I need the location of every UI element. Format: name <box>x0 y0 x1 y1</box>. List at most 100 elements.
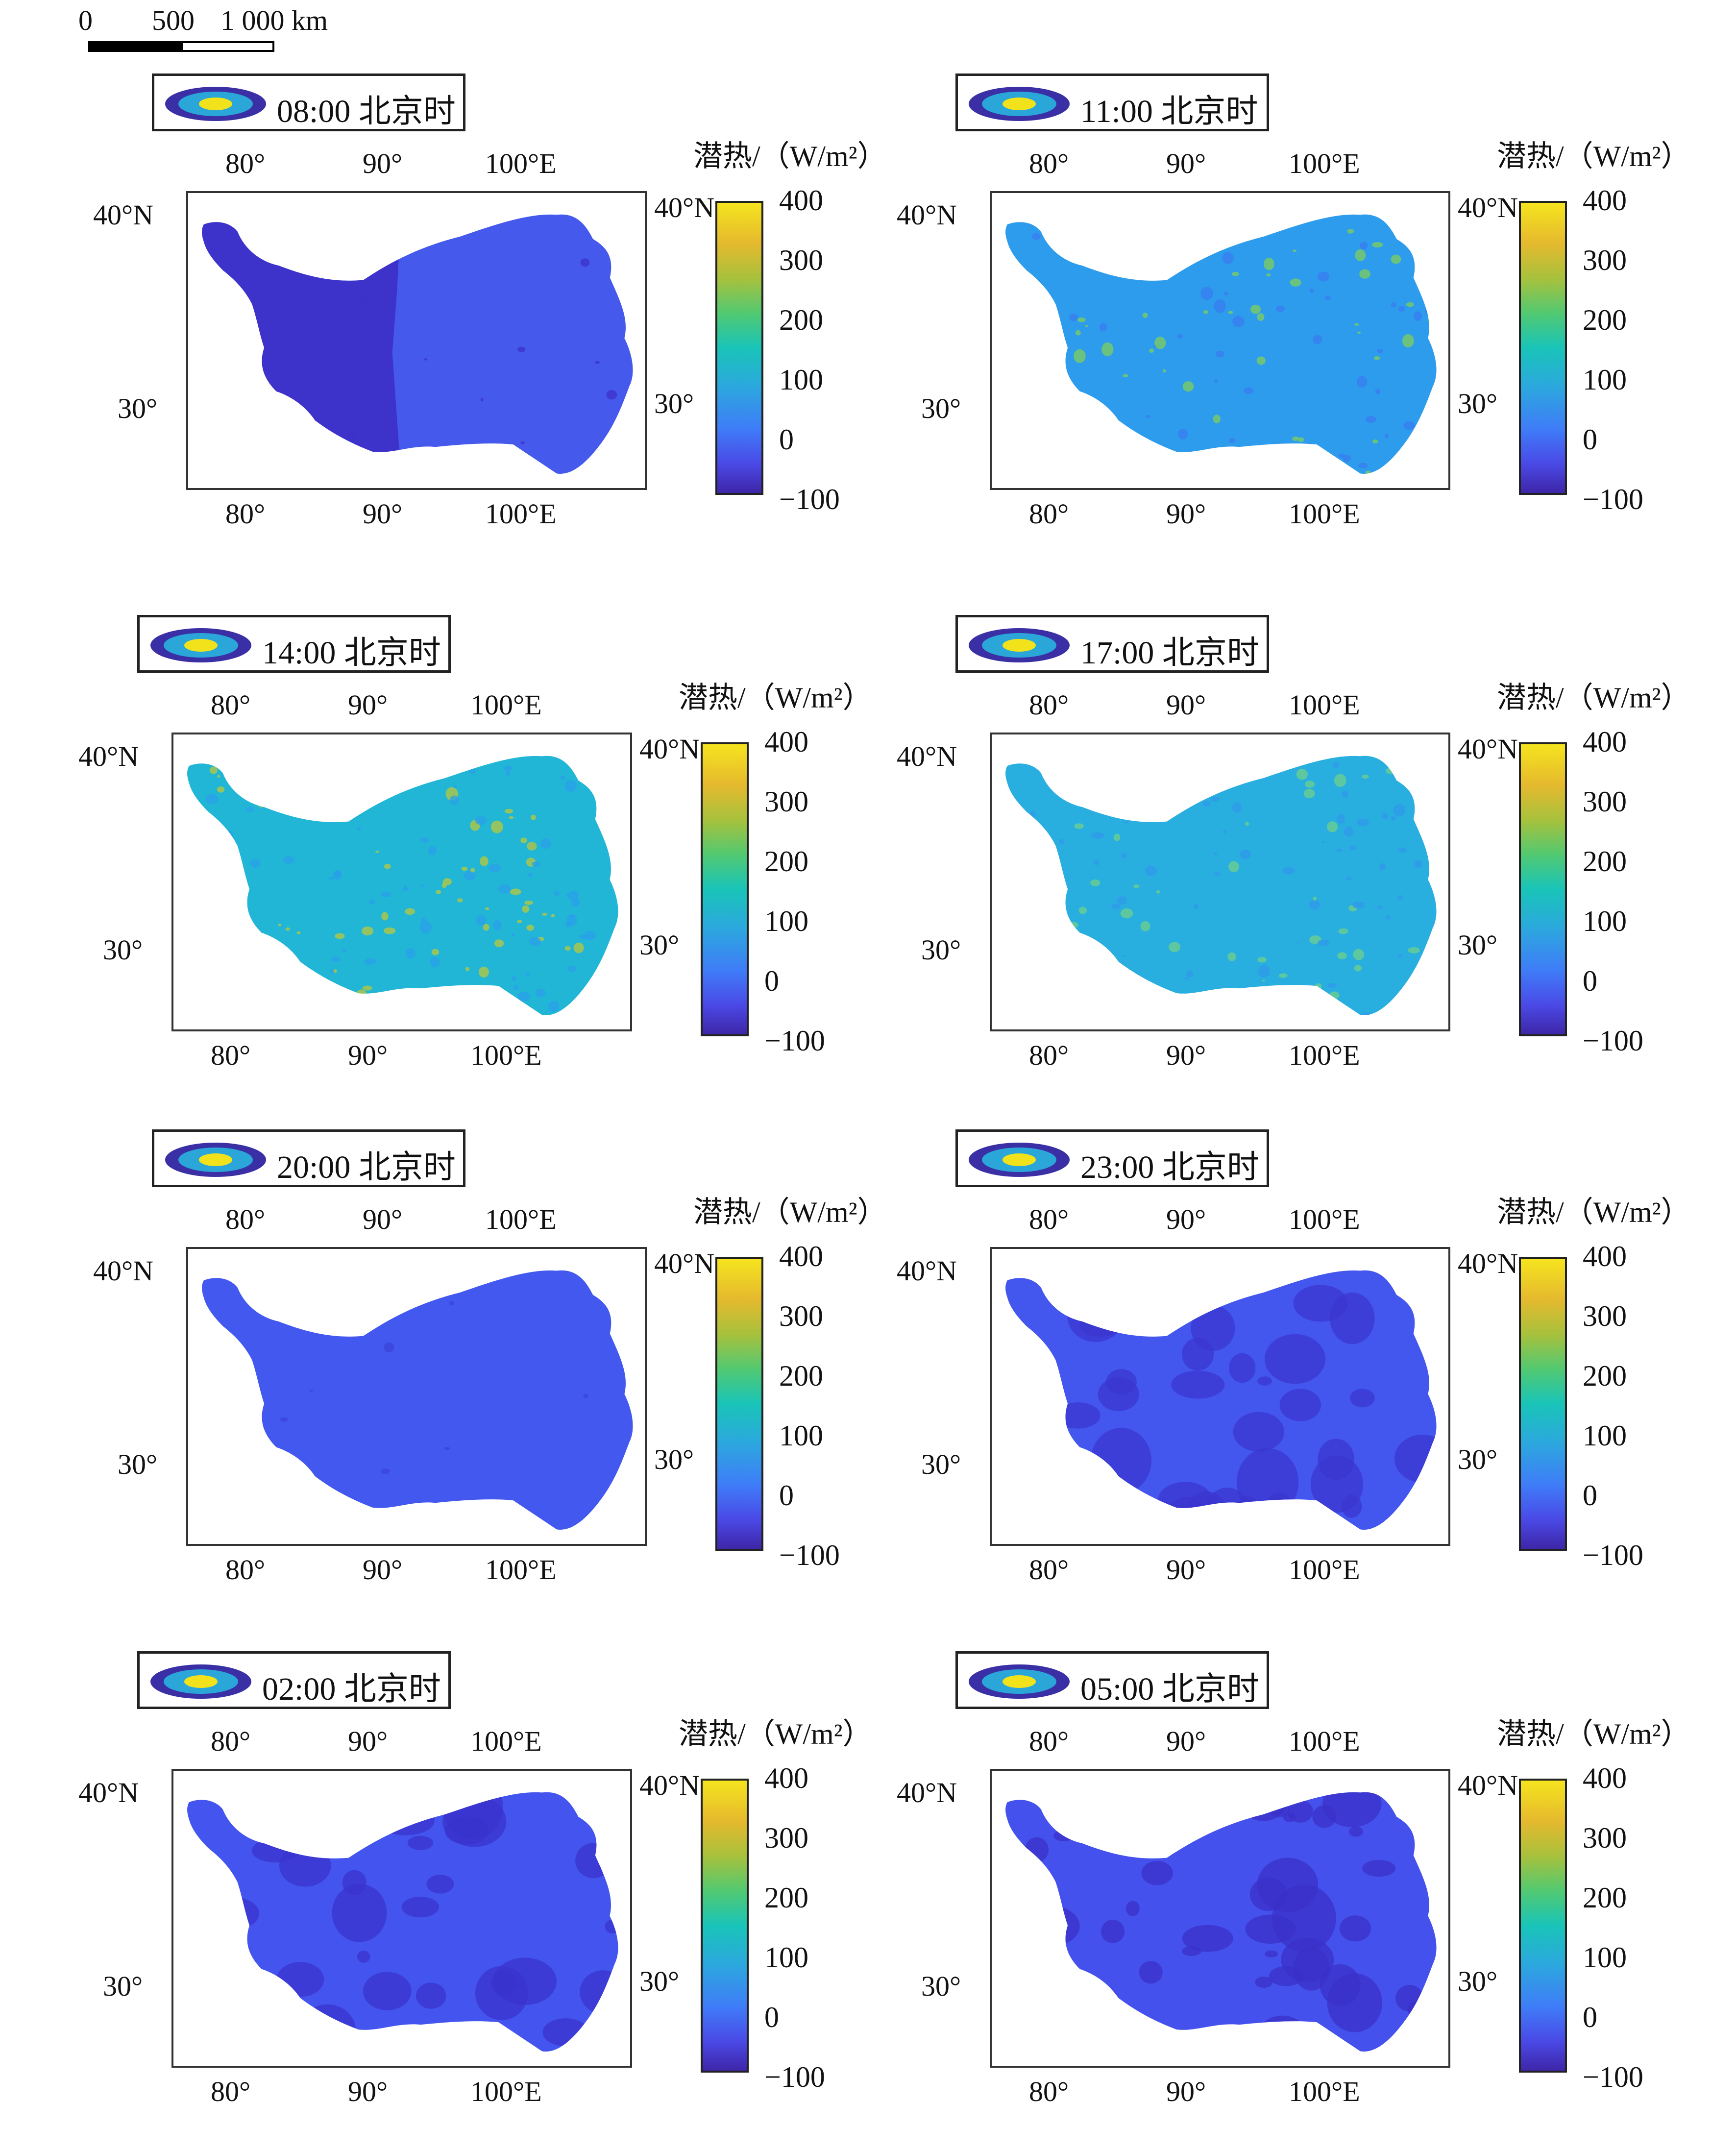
texture-patch <box>1229 438 1236 443</box>
map-frame <box>171 733 632 1031</box>
texture-patch <box>606 390 617 400</box>
right-latitude-label: 30° <box>654 1443 694 1475</box>
texture-patch <box>320 465 327 471</box>
texture-patch <box>299 2004 356 2052</box>
left-latitude-label: 30° <box>921 1970 961 2002</box>
ellipse-legend-icon <box>165 1143 266 1177</box>
texture-patch <box>1213 415 1221 424</box>
texture-patch <box>1177 334 1183 339</box>
texture-patch <box>280 1417 288 1422</box>
texture-patch <box>535 988 546 998</box>
texture-patch <box>493 920 502 930</box>
texture-patch <box>1280 1009 1293 1016</box>
colorbar-tick-label: 300 <box>779 1300 823 1332</box>
texture-patch <box>1021 1905 1080 1947</box>
texture-patch <box>1049 356 1055 360</box>
texture-patch <box>342 1870 367 1895</box>
texture-patch <box>1303 788 1315 799</box>
texture-patch <box>363 1972 412 2010</box>
texture-patch <box>1361 1012 1372 1016</box>
texture-patch <box>419 921 432 934</box>
texture-patch <box>1317 271 1330 282</box>
texture-patch <box>1337 952 1347 959</box>
top-longitude-label: 90° <box>1166 1203 1206 1235</box>
texture-patch <box>463 1005 473 1012</box>
colorbar-tick-label: 200 <box>1583 304 1627 336</box>
texture-patch <box>470 868 475 873</box>
texture-patch <box>1117 896 1127 905</box>
texture-patch <box>575 1843 612 1879</box>
texture-patch <box>480 856 489 866</box>
plateau-region <box>1005 214 1437 474</box>
top-longitude-label: 90° <box>1166 1725 1206 1757</box>
panel-title: 08:00 北京时 <box>277 94 456 129</box>
texture-patch <box>1327 1973 1383 2032</box>
texture-patch <box>362 763 369 768</box>
texture-patch <box>1058 993 1070 1005</box>
texture-patch <box>1336 848 1343 852</box>
texture-patch <box>1146 415 1150 418</box>
bottom-longitude-label: 100°E <box>1289 1039 1360 1071</box>
texture-patch <box>608 805 618 813</box>
texture-patch <box>1091 832 1104 839</box>
texture-patch <box>1230 758 1237 765</box>
texture-patch <box>510 888 521 895</box>
texture-patch <box>329 877 335 880</box>
texture-patch <box>1292 436 1299 441</box>
texture-patch <box>1338 454 1345 458</box>
texture-patch <box>213 826 219 831</box>
texture-patch <box>1203 1488 1251 1530</box>
texture-patch <box>483 924 489 931</box>
texture-patch <box>212 948 224 955</box>
texture-patch <box>464 871 476 880</box>
texture-patch <box>1391 254 1401 264</box>
bottom-longitude-label: 90° <box>1166 1554 1206 1586</box>
texture-patch <box>1122 954 1126 957</box>
top-longitude-label: 90° <box>363 1203 403 1235</box>
texture-patch <box>1292 249 1297 252</box>
tibetan-plateau-latent-heat-map <box>1005 1792 1437 2052</box>
texture-patch <box>503 1007 510 1014</box>
texture-patch <box>1377 348 1383 354</box>
texture-patch <box>1332 762 1339 768</box>
texture-patch <box>1113 833 1121 841</box>
texture-patch <box>1139 1961 1163 1984</box>
texture-patch <box>520 441 525 444</box>
texture-patch <box>1208 998 1218 1004</box>
texture-patch <box>1214 299 1226 313</box>
colorbar-tick-label: 0 <box>1583 423 1597 456</box>
texture-patch <box>1069 922 1078 928</box>
texture-patch <box>1126 983 1136 993</box>
texture-patch <box>1222 252 1234 264</box>
texture-patch <box>367 2043 386 2052</box>
texture-patch <box>551 914 555 918</box>
texture-patch <box>494 939 504 948</box>
scale-bar: 0 500 1 000 km <box>78 0 353 59</box>
texture-patch <box>614 794 618 800</box>
colorbar-tick-label: −100 <box>1583 1539 1643 1571</box>
texture-patch <box>1404 1005 1407 1008</box>
texture-patch <box>490 1006 501 1014</box>
texture-patch <box>1296 768 1308 780</box>
texture-patch <box>1340 1915 1371 1942</box>
map-panel: 23:00 北京时 80° 90° 100°E 80° 90° 100°E 40°N 30° 40… <box>882 1129 1715 1629</box>
scale-bar-black-segment <box>88 41 181 52</box>
texture-patch <box>431 759 443 765</box>
colorbar-tick-label: 400 <box>764 726 808 758</box>
texture-patch <box>1074 349 1086 363</box>
colorbar-title: 潜热/（W/m²） <box>1497 140 1690 172</box>
ellipse-legend-icon <box>969 87 1070 121</box>
right-latitude-label: 40°N <box>1458 1247 1518 1279</box>
texture-patch <box>369 899 375 905</box>
texture-patch <box>1255 1976 1273 1988</box>
texture-patch <box>1042 443 1047 449</box>
texture-patch <box>381 891 391 897</box>
texture-patch <box>1257 1858 1319 1912</box>
texture-patch <box>279 1844 331 1887</box>
plateau-region <box>202 1270 633 1530</box>
texture-patch <box>362 926 374 936</box>
texture-patch <box>585 931 596 940</box>
left-latitude-label: 40°N <box>78 740 139 772</box>
texture-patch <box>1141 1861 1173 1885</box>
texture-patch <box>1156 890 1160 894</box>
